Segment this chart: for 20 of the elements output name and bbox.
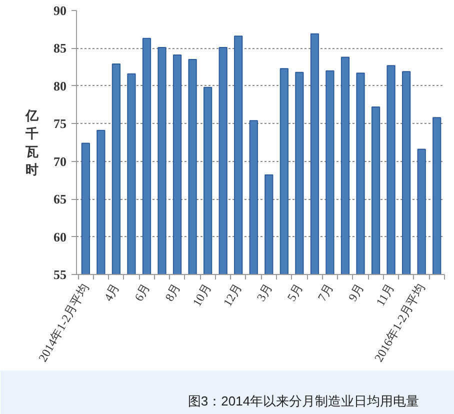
- x-tick-label: 12月: [220, 281, 244, 309]
- x-tick-label: 7月: [314, 281, 336, 304]
- text: 图3：2014年以来分月制造业日均用电量: [188, 394, 420, 408]
- y-tick-label: 85: [54, 40, 67, 56]
- y-tick-label: 75: [54, 116, 67, 132]
- x-tick-label: 5月: [284, 281, 306, 304]
- x-tick-label: 3月: [254, 281, 275, 304]
- y-axis-title: 亿千瓦时: [24, 108, 40, 177]
- y-tick-label: 60: [54, 229, 66, 244]
- y-tick-label: 80: [54, 78, 66, 94]
- x-tick-label: 6月: [132, 281, 153, 304]
- y-tick-label: 65: [54, 192, 67, 207]
- x-tick-label: 10月: [190, 281, 214, 309]
- x-tick-label: 11月: [373, 280, 398, 308]
- x-tick-label: 9月: [345, 281, 367, 304]
- x-tick-label: 8月: [162, 281, 184, 304]
- y-tick-label: 90: [54, 3, 66, 18]
- y-tick-label: 70: [54, 154, 66, 169]
- y-tick-label: 55: [54, 267, 67, 282]
- x-tick-label: 4月: [101, 281, 122, 304]
